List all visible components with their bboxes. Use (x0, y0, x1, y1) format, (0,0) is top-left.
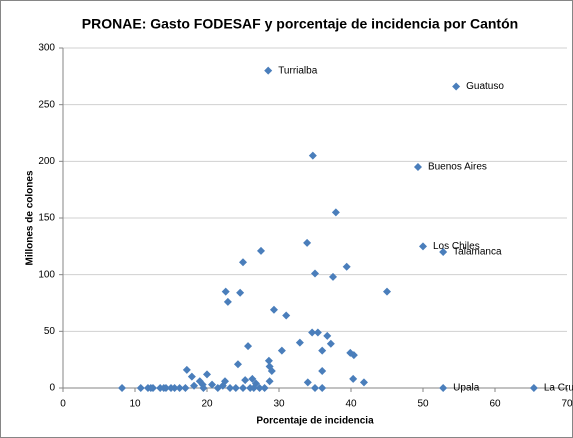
point (241, 376, 250, 385)
y-tick-label: 50 (44, 326, 56, 337)
x-tick-label: 70 (561, 399, 573, 410)
x-tick-label: 30 (273, 399, 285, 410)
point (439, 248, 448, 256)
point (236, 288, 245, 297)
x-tick-label: 60 (489, 399, 501, 410)
point (203, 370, 211, 379)
point (439, 384, 448, 392)
point (329, 272, 337, 281)
point (161, 384, 170, 392)
point (190, 381, 199, 390)
point (231, 384, 240, 392)
point-label: Turrialba (278, 65, 318, 76)
chart-title: PRONAE: Gasto FODESAF y porcentaje de in… (82, 16, 518, 32)
y-tick-label: 150 (38, 213, 55, 224)
point (118, 384, 127, 392)
point (213, 384, 222, 392)
y-tick-label: 200 (38, 156, 55, 167)
point (282, 311, 291, 320)
point (149, 384, 157, 392)
point (208, 380, 217, 389)
point (295, 338, 304, 347)
point (267, 367, 276, 375)
point (257, 246, 265, 255)
point-label: Upala (453, 383, 480, 394)
point (308, 151, 317, 160)
x-tick-label: 20 (201, 399, 213, 410)
point (323, 331, 332, 340)
point (226, 384, 235, 392)
point (187, 372, 196, 381)
point (221, 287, 230, 296)
point (452, 82, 461, 91)
point (331, 208, 340, 217)
point (233, 360, 242, 369)
point (303, 238, 312, 247)
x-tick-label: 40 (345, 399, 357, 410)
point (136, 384, 145, 392)
point (318, 384, 327, 392)
point (413, 163, 422, 171)
point (383, 287, 391, 296)
point (264, 356, 273, 365)
point (264, 66, 273, 75)
point (311, 384, 319, 392)
point (313, 328, 322, 337)
point (311, 269, 319, 278)
point-label: Talamanca (453, 247, 502, 258)
point (349, 374, 358, 383)
y-tick-label: 100 (38, 269, 55, 280)
y-tick-label: 300 (38, 43, 55, 54)
point (277, 346, 286, 355)
point (265, 377, 274, 386)
x-tick-label: 50 (417, 399, 429, 410)
point (175, 384, 184, 392)
point (318, 367, 327, 375)
point (303, 378, 312, 387)
point (359, 378, 368, 387)
point (239, 384, 247, 392)
point (239, 258, 247, 267)
point (529, 384, 538, 392)
x-tick-label: 10 (129, 399, 141, 410)
y-tick-label: 250 (38, 99, 55, 110)
y-tick-label: 0 (49, 383, 55, 394)
point (308, 328, 317, 337)
point-label: Buenos Aires (428, 162, 487, 173)
point (199, 384, 208, 392)
point (269, 305, 278, 314)
point (223, 297, 232, 306)
point (182, 365, 191, 374)
point (260, 384, 269, 392)
point (419, 242, 427, 251)
point (181, 384, 190, 392)
point (318, 346, 327, 355)
point-label: La Cruz (544, 383, 573, 394)
point (249, 384, 258, 392)
x-axis-label: Porcentaje de incidencia (256, 416, 374, 427)
point (342, 262, 351, 271)
point-label: Guatuso (466, 81, 504, 92)
point (170, 384, 179, 392)
point (255, 384, 264, 392)
x-tick-label: 0 (60, 399, 66, 410)
point (248, 374, 257, 383)
point (244, 342, 253, 351)
point-label: Los Chiles (433, 241, 480, 252)
point (349, 351, 358, 360)
point (326, 339, 335, 348)
y-axis-label: Millones de colones (25, 170, 36, 265)
